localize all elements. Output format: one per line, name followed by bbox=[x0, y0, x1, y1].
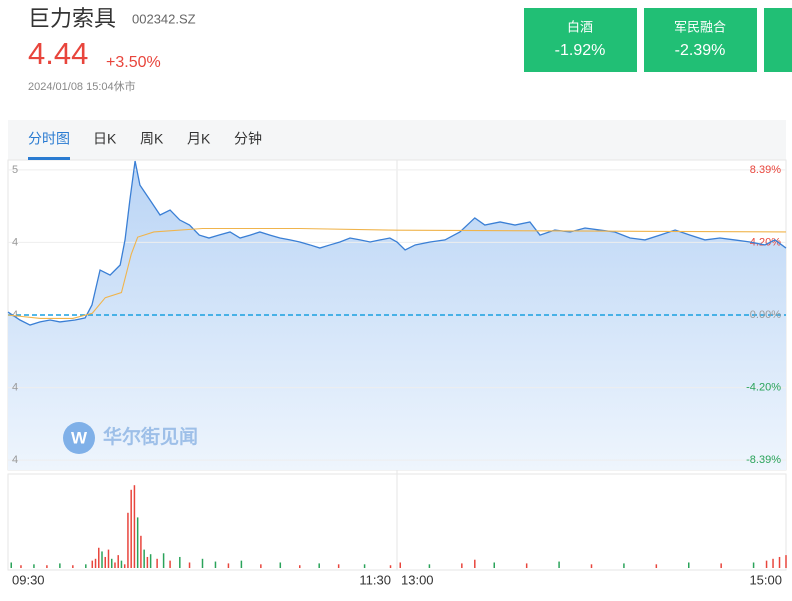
left-tick-label: 4 bbox=[12, 382, 18, 394]
sector-card[interactable]: 白酒 -1.92% bbox=[524, 8, 637, 72]
sector-card[interactable] bbox=[764, 8, 792, 72]
y-tick-label: -4.20% bbox=[746, 382, 781, 394]
left-tick-label: 4 bbox=[12, 454, 18, 466]
sector-name: 军民融合 bbox=[674, 19, 726, 34]
change: +3.50% bbox=[106, 54, 161, 71]
price: 4.44 bbox=[28, 36, 88, 71]
x-tick-label: 15:00 bbox=[749, 572, 782, 587]
watermark: 华尔街见闻 bbox=[103, 425, 198, 448]
sector-card[interactable]: 军民融合 -2.39% bbox=[644, 8, 757, 72]
tab[interactable]: 周K bbox=[140, 131, 164, 147]
y-tick-label: -8.39% bbox=[746, 454, 781, 466]
left-tick-label: 4 bbox=[12, 309, 18, 321]
y-tick-label: 0.00% bbox=[750, 309, 781, 321]
y-tick-label: 4.20% bbox=[750, 236, 781, 248]
stock-name: 巨力索具 bbox=[28, 6, 116, 31]
left-tick-label: 4 bbox=[12, 236, 18, 248]
x-tick-label: 11:30 bbox=[359, 572, 391, 587]
tab-bar bbox=[8, 120, 786, 160]
average-line bbox=[7, 227, 787, 320]
price-line bbox=[7, 160, 787, 326]
x-tick-label: 13:00 bbox=[401, 572, 434, 587]
watermark-logo bbox=[63, 422, 95, 454]
sector-change: -2.39% bbox=[675, 42, 726, 59]
time: 2024/01/08 15:04休市 bbox=[28, 79, 136, 93]
tab-underline bbox=[28, 157, 70, 160]
tab[interactable]: 月K bbox=[187, 131, 211, 147]
tab[interactable]: 分钟 bbox=[234, 131, 262, 147]
tab[interactable]: 分时图 bbox=[28, 131, 70, 147]
sector-change: -1.92% bbox=[555, 42, 606, 59]
tab[interactable]: 日K bbox=[93, 131, 117, 147]
stock-code: 002342.SZ bbox=[132, 11, 196, 26]
y-tick-label: 8.39% bbox=[750, 164, 781, 176]
left-tick-label: 5 bbox=[12, 164, 18, 176]
x-tick-label: 09:30 bbox=[12, 572, 45, 587]
watermark-icon: W bbox=[71, 428, 88, 447]
sector-name: 白酒 bbox=[567, 19, 593, 34]
